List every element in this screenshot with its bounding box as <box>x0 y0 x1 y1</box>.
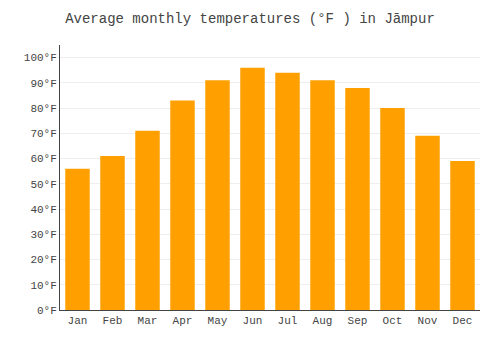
svg-text:30°F: 30°F <box>30 229 56 241</box>
svg-text:Oct: Oct <box>383 315 403 327</box>
svg-text:Jan: Jan <box>68 315 88 327</box>
svg-text:Jun: Jun <box>243 315 263 327</box>
svg-text:Sep: Sep <box>348 315 368 327</box>
svg-text:Aug: Aug <box>313 315 333 327</box>
svg-text:80°F: 80°F <box>30 103 56 115</box>
svg-text:Mar: Mar <box>138 315 158 327</box>
svg-text:20°F: 20°F <box>30 254 56 266</box>
svg-text:100°F: 100°F <box>24 52 57 64</box>
svg-text:Jul: Jul <box>278 315 298 327</box>
svg-text:70°F: 70°F <box>30 128 56 140</box>
svg-text:0°F: 0°F <box>37 305 57 317</box>
svg-text:40°F: 40°F <box>30 204 56 216</box>
svg-text:Dec: Dec <box>453 315 473 327</box>
svg-text:Nov: Nov <box>418 315 438 327</box>
svg-text:Average monthly temperatures (: Average monthly temperatures (°F ) in Jā… <box>65 11 435 27</box>
svg-text:May: May <box>208 315 228 327</box>
svg-text:90°F: 90°F <box>30 78 56 90</box>
svg-text:10°F: 10°F <box>30 280 56 292</box>
svg-text:Apr: Apr <box>173 315 193 327</box>
svg-text:60°F: 60°F <box>30 153 56 165</box>
svg-text:Feb: Feb <box>103 315 123 327</box>
svg-text:50°F: 50°F <box>30 179 56 191</box>
